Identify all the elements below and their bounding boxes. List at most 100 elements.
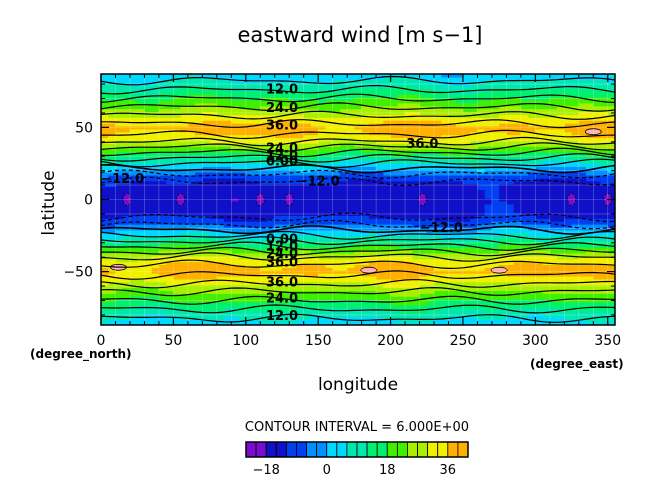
field-cell bbox=[122, 241, 131, 245]
field-cell bbox=[455, 209, 464, 214]
field-cell bbox=[144, 200, 153, 205]
field-cell bbox=[296, 74, 305, 78]
field-cell bbox=[108, 189, 117, 193]
field-cell bbox=[144, 117, 153, 121]
field-cell bbox=[405, 226, 413, 231]
field-cell bbox=[441, 97, 450, 101]
field-cell bbox=[332, 82, 341, 87]
field-cell bbox=[383, 275, 392, 280]
field-cell bbox=[376, 186, 384, 191]
field-cell bbox=[195, 221, 203, 225]
field-cell bbox=[484, 270, 493, 274]
field-cell bbox=[267, 137, 276, 141]
field-cell bbox=[281, 82, 290, 87]
field-cell bbox=[231, 91, 240, 95]
field-cell bbox=[361, 304, 370, 309]
field-cell bbox=[296, 198, 305, 202]
field-cell bbox=[426, 102, 435, 107]
field-cell bbox=[376, 120, 384, 124]
field-cell bbox=[260, 296, 269, 300]
field-cell bbox=[368, 163, 377, 167]
field-cell bbox=[289, 203, 298, 208]
field-cell bbox=[368, 284, 377, 289]
field-cell bbox=[303, 267, 312, 271]
field-cell bbox=[368, 293, 377, 297]
field-cell bbox=[332, 163, 341, 167]
field-cell bbox=[122, 206, 131, 211]
field-cell bbox=[281, 146, 290, 150]
field-cell bbox=[137, 270, 146, 274]
field-cell bbox=[216, 105, 225, 110]
field-cell bbox=[462, 224, 471, 228]
field-cell bbox=[231, 74, 240, 78]
field-cell bbox=[216, 88, 225, 92]
field-cell bbox=[129, 154, 138, 159]
field-cell bbox=[224, 131, 232, 136]
field-cell bbox=[115, 186, 124, 191]
field-cell bbox=[448, 99, 457, 104]
field-cell bbox=[274, 111, 283, 115]
field-cell bbox=[151, 198, 160, 202]
field-cell bbox=[144, 183, 153, 188]
field-cell bbox=[115, 151, 124, 156]
field-cell bbox=[390, 209, 399, 214]
field-cell bbox=[296, 212, 305, 216]
field-cell bbox=[144, 160, 153, 165]
field-cell bbox=[209, 316, 218, 320]
field-cell bbox=[484, 209, 493, 214]
field-cell bbox=[202, 284, 211, 289]
field-cell bbox=[267, 299, 276, 303]
field-cell bbox=[470, 316, 479, 320]
field-cell bbox=[166, 172, 174, 176]
field-cell bbox=[339, 74, 348, 78]
field-cell bbox=[354, 235, 363, 240]
field-cell bbox=[513, 284, 522, 289]
field-cell bbox=[216, 85, 225, 90]
field-cell bbox=[137, 252, 146, 257]
field-cell bbox=[325, 206, 334, 211]
field-cell bbox=[281, 270, 290, 274]
field-cell bbox=[339, 235, 348, 240]
field-cell bbox=[484, 296, 493, 300]
field-cell bbox=[412, 111, 421, 115]
field-cell bbox=[129, 74, 138, 78]
field-cell bbox=[303, 301, 312, 306]
field-cell bbox=[231, 149, 240, 153]
field-cell bbox=[376, 146, 384, 150]
field-cell bbox=[484, 267, 493, 271]
field-cell bbox=[310, 151, 319, 156]
field-cell bbox=[484, 229, 493, 234]
field-cell bbox=[274, 206, 283, 211]
field-cell bbox=[426, 229, 435, 234]
field-cell bbox=[412, 281, 421, 286]
field-cell bbox=[455, 189, 464, 193]
field-cell bbox=[195, 180, 203, 185]
field-cell bbox=[318, 278, 327, 283]
field-cell bbox=[462, 264, 471, 268]
field-cell bbox=[318, 131, 327, 136]
field-cell bbox=[470, 114, 479, 118]
field-cell bbox=[166, 189, 174, 193]
field-cell bbox=[101, 310, 109, 315]
field-cell bbox=[419, 275, 428, 280]
field-cell bbox=[419, 241, 428, 245]
field-cell bbox=[209, 105, 218, 110]
field-cell bbox=[166, 287, 174, 291]
field-cell bbox=[253, 229, 261, 234]
field-cell bbox=[260, 224, 269, 228]
field-cell bbox=[441, 198, 450, 202]
field-cell bbox=[296, 293, 305, 297]
field-cell bbox=[180, 189, 189, 193]
field-cell bbox=[506, 322, 515, 325]
field-cell bbox=[209, 209, 218, 214]
field-cell bbox=[216, 264, 225, 268]
field-cell bbox=[419, 163, 428, 167]
field-cell bbox=[274, 284, 283, 289]
field-cell bbox=[274, 232, 283, 237]
field-cell bbox=[166, 183, 174, 188]
field-cell bbox=[209, 307, 218, 312]
field-cell bbox=[339, 218, 348, 222]
field-cell bbox=[281, 203, 290, 208]
field-cell bbox=[224, 97, 232, 101]
field-cell bbox=[462, 258, 471, 263]
